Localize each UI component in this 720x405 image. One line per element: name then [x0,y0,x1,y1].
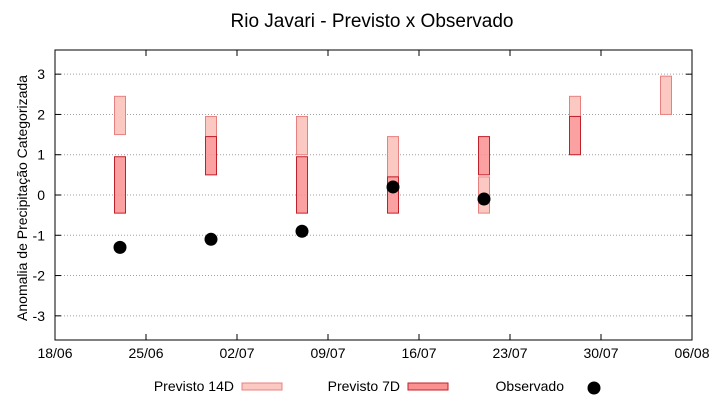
previsto-7d-box [478,136,490,176]
series-previsto-7d [114,115,581,214]
previsto-14d-box [205,115,217,138]
plot-frame [54,49,693,341]
x-tick-label: 16/07 [401,345,436,361]
series-observado [113,180,491,254]
previsto-14d-box [660,75,672,115]
previsto-14d-box [387,136,399,178]
y-axis: -3 -2 -1 0 1 2 3 [33,66,692,324]
y-tick-label: -2 [33,268,46,284]
previsto-14d-box [569,95,581,117]
y-tick-label: -1 [33,227,46,243]
y-tick-label: 1 [37,147,45,163]
y-tick-label: 0 [37,187,45,203]
legend-label-previsto-7d: Previsto 7D [328,378,400,394]
x-axis: 18/06 25/06 02/07 09/07 16/07 23/07 30/07 06/08 [37,50,710,361]
previsto-7d-box [114,156,126,214]
previsto-14d-box [114,95,126,136]
chart-title: Rio Javari - Previsto x Observado [231,11,514,32]
previsto-7d-box [569,115,581,156]
observado-point [295,224,309,238]
y-tick-label: 2 [37,106,45,122]
legend-label-observado: Observado [496,378,565,394]
y-tick-label: 3 [37,66,45,82]
observado-point [386,180,400,194]
legend-swatch-previsto-14d [241,382,283,391]
x-tick-label: 25/06 [128,345,163,361]
legend-swatch-previsto-7d [407,382,449,391]
observado-point [113,240,127,254]
x-tick-label: 06/08 [674,345,709,361]
observado-point [477,192,491,206]
legend: Previsto 14D Previsto 7D Observado [154,378,601,395]
observado-point [204,232,218,246]
legend-label-previsto-14d: Previsto 14D [154,378,234,394]
x-tick-label: 09/07 [310,345,345,361]
grid [55,73,692,317]
legend-marker-observado [587,381,601,395]
y-axis-label: Anomalia de Precipitação Categorizada [14,75,30,321]
previsto-7d-box [387,176,399,214]
previsto-7d-box [296,156,308,214]
x-tick-label: 18/06 [37,345,72,361]
x-tick-label: 23/07 [492,345,527,361]
x-tick-label: 30/07 [583,345,618,361]
x-tick-label: 02/07 [219,345,254,361]
previsto-14d-box [296,115,308,156]
y-tick-label: -3 [33,308,46,324]
previsto-7d-box [205,136,217,176]
